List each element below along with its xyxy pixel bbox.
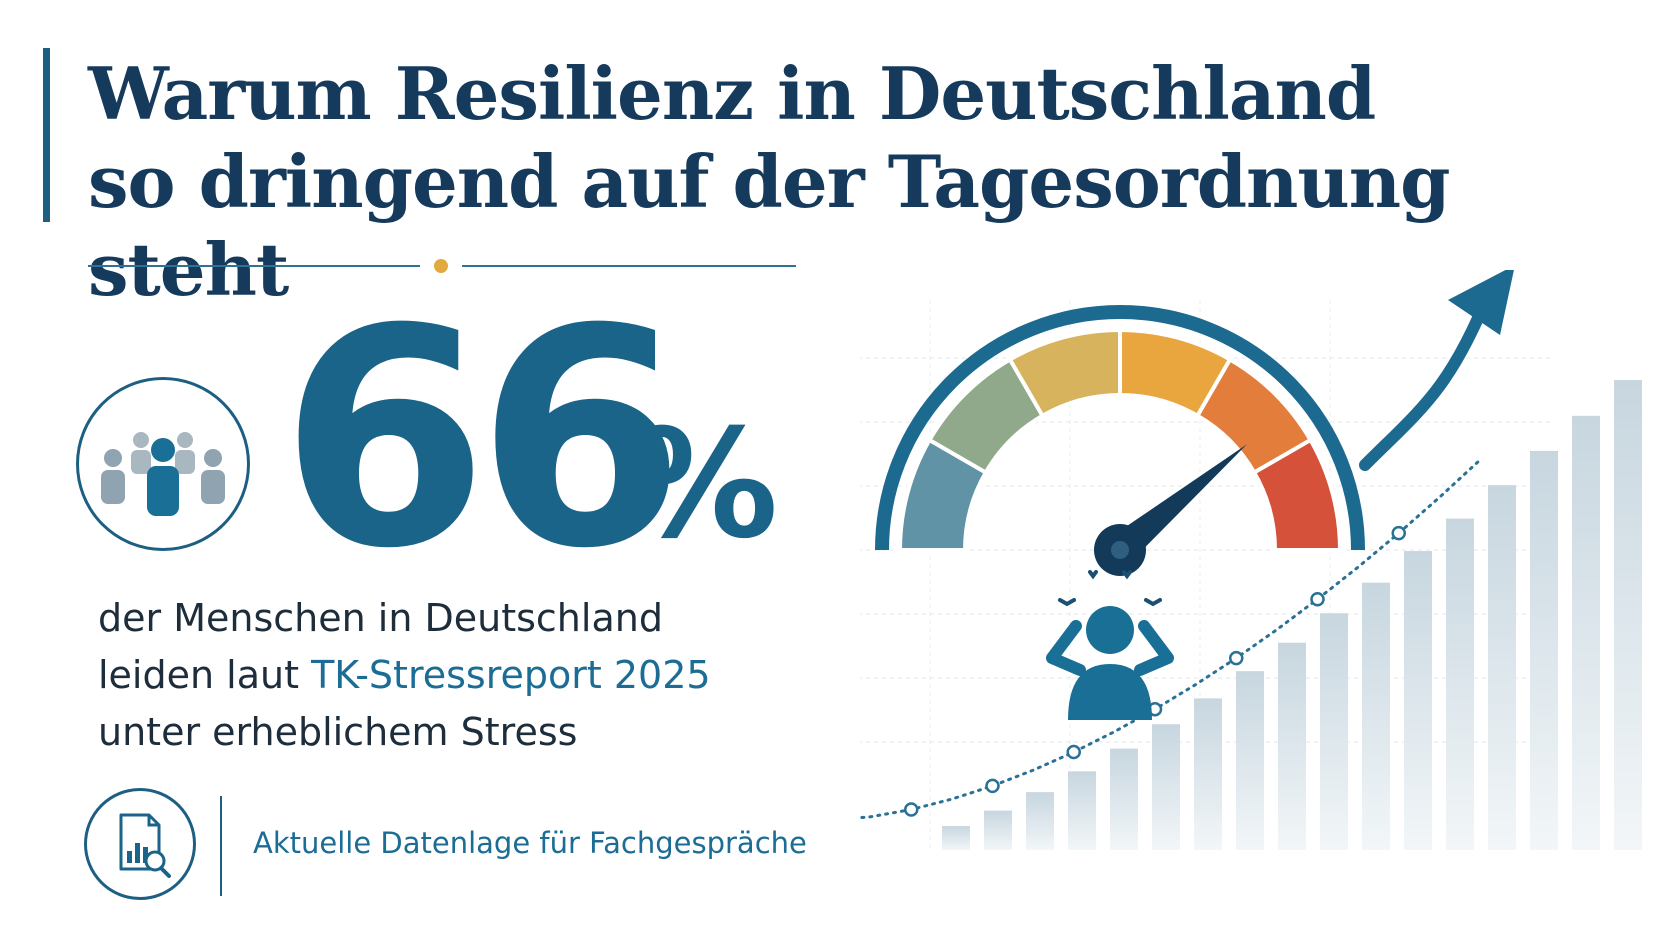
chart-bar: [1068, 771, 1096, 850]
chart-bar: [1404, 551, 1432, 850]
person-arm-right: [1134, 620, 1174, 676]
description-line-1: der Menschen in Deutschland: [98, 596, 663, 640]
stat-unit: %: [628, 398, 779, 572]
chart-bar: [1026, 792, 1054, 850]
trend-line: [860, 458, 1482, 820]
stress-spark: [1088, 570, 1098, 580]
title-line-1: Warum Resilienz in Deutschland: [88, 51, 1376, 136]
chart-bar: [1488, 485, 1516, 850]
chart-bar: [984, 810, 1012, 850]
trend-arrow-icon: [1359, 270, 1514, 471]
chart-bar: [1446, 518, 1474, 850]
footer-separator: [220, 796, 222, 896]
page-title: Warum Resilienz in Deutschland so dringe…: [88, 50, 1488, 314]
person-head: [1086, 606, 1134, 654]
chart-bar: [1152, 724, 1180, 850]
divider-dot: [434, 259, 448, 273]
stress-spark: [1122, 570, 1132, 580]
trend-marker: [1229, 650, 1244, 666]
chart-bar: [942, 826, 970, 850]
divider-left: [88, 265, 420, 267]
stress-spark: [1058, 598, 1076, 607]
chart-bar: [1572, 415, 1600, 850]
title-accent-bar: [43, 48, 50, 222]
trend-marker: [1310, 591, 1325, 607]
person-body: [1068, 664, 1152, 720]
chart-bars: [942, 380, 1642, 850]
chart-bar: [1278, 642, 1306, 850]
trend-marker: [1066, 744, 1081, 760]
stress-chart-svg: [860, 270, 1642, 850]
chart-bar: [1320, 613, 1348, 850]
title-line-2: so dringend auf der Tagesordnung steht: [88, 139, 1450, 312]
chart-bar: [1194, 698, 1222, 850]
source-highlight: TK-Stressreport 2025: [311, 653, 711, 697]
chart-bar: [1530, 450, 1558, 850]
description-line-3: unter erheblichem Stress: [98, 710, 578, 754]
chart-bar: [1110, 748, 1138, 850]
trend-marker: [904, 802, 919, 817]
stress-chart: [860, 270, 1660, 910]
footer-caption: Aktuelle Datenlage für Fachgespräche: [253, 826, 807, 860]
stress-spark: [1144, 598, 1162, 607]
stress-gauge-icon: [875, 305, 1365, 576]
stat-value: 66: [280, 265, 685, 614]
description-line-2-prefix: leiden laut: [98, 653, 312, 697]
trend-marker: [1391, 525, 1406, 541]
gauge-needle: [1109, 444, 1247, 563]
arrow-shaft: [1359, 284, 1496, 471]
description-line-2: leiden laut TK-Stressreport 2025: [98, 647, 818, 704]
trend-marker: [985, 778, 1000, 794]
chart-bar: [1614, 380, 1642, 850]
gauge-hub-center: [1111, 541, 1129, 559]
chart-bar: [1236, 671, 1264, 850]
chart-bar: [1362, 582, 1390, 850]
stat-description: der Menschen in Deutschland leiden laut …: [98, 590, 818, 761]
person-arm-left: [1046, 620, 1086, 676]
gauge-outer-arc: [875, 305, 1365, 551]
report-magnifier-icon: [84, 788, 196, 900]
divider-right: [462, 265, 796, 267]
arrow-head: [1448, 270, 1514, 335]
gauge-segment: [1251, 437, 1343, 552]
people-group-icon: [76, 377, 250, 551]
stressed-person-icon: [1046, 570, 1174, 720]
